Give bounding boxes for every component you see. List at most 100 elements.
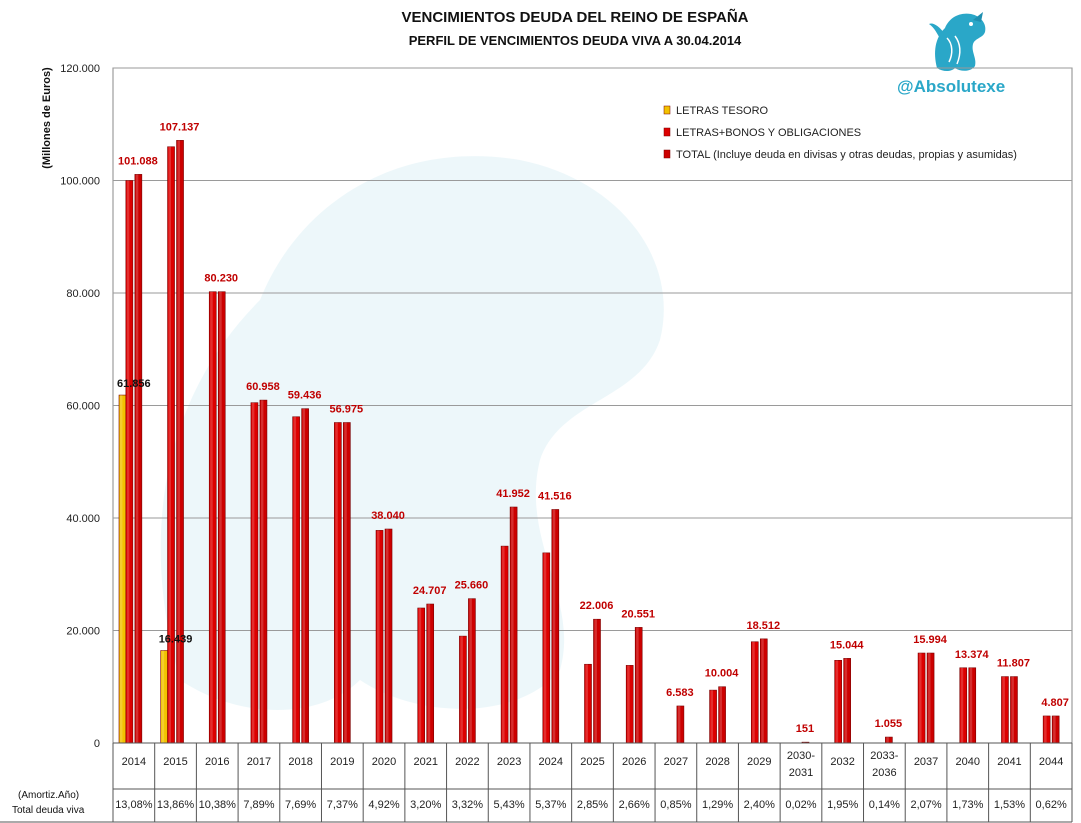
legend-swatch bbox=[663, 149, 671, 159]
x-category-label: 2016 bbox=[205, 756, 229, 768]
bar-letras-bonos-highlight bbox=[835, 660, 839, 743]
bar-total-highlight bbox=[219, 291, 222, 743]
x-category-label: 2036 bbox=[872, 767, 896, 779]
legend-swatch bbox=[663, 105, 671, 115]
percentage-cell: 2,07% bbox=[910, 799, 941, 811]
x-category-label: 2040 bbox=[956, 756, 980, 768]
bar-letras-bonos-highlight bbox=[710, 690, 714, 743]
percentage-cell: 5,43% bbox=[494, 799, 525, 811]
bar-letras-bonos-highlight bbox=[335, 422, 338, 743]
row-label-amortiz: (Amortiz.Año) bbox=[18, 790, 79, 801]
data-label-total: 41.952 bbox=[496, 488, 530, 500]
bar-total-highlight bbox=[844, 658, 848, 743]
percentage-cell: 0,14% bbox=[869, 799, 900, 811]
chart-subtitle: PERFIL DE VENCIMIENTOS DEUDA VIVA A 30.0… bbox=[408, 33, 742, 48]
x-category-label: 2020 bbox=[372, 756, 396, 768]
griffin-logo bbox=[929, 12, 986, 71]
percentage-cell: 1,53% bbox=[994, 799, 1025, 811]
x-category-label: 2025 bbox=[580, 756, 604, 768]
bar-letras-bonos-highlight bbox=[752, 641, 755, 743]
bar-total-highlight bbox=[636, 627, 639, 743]
data-label-total: 22.006 bbox=[580, 600, 614, 612]
percentage-cell: 5,37% bbox=[535, 799, 566, 811]
legend-entry: LETRAS TESORO bbox=[676, 105, 769, 117]
bar-total-highlight bbox=[427, 604, 431, 743]
bar-letras-bonos-highlight bbox=[1002, 676, 1005, 743]
x-category-label: 2029 bbox=[747, 756, 771, 768]
x-category-label: 2032 bbox=[830, 756, 854, 768]
data-label-total: 24.707 bbox=[413, 585, 447, 597]
percentage-cell: 13,08% bbox=[115, 799, 153, 811]
data-label-total: 107.137 bbox=[160, 121, 200, 133]
chart-title: VENCIMIENTOS DEUDA DEL REINO DE ESPAÑA bbox=[401, 9, 749, 26]
bar-total-highlight bbox=[928, 653, 931, 743]
x-category-label: 2026 bbox=[622, 756, 646, 768]
bar-letras-bonos-highlight bbox=[377, 530, 380, 743]
percentage-cell: 1,73% bbox=[952, 799, 983, 811]
x-category-label: 2024 bbox=[539, 756, 563, 768]
bar-total-highlight bbox=[886, 737, 889, 743]
data-label-total: 38.040 bbox=[371, 510, 405, 522]
data-label-total: 18.512 bbox=[746, 620, 780, 632]
percentage-cell: 0,85% bbox=[660, 799, 691, 811]
percentage-cell: 2,40% bbox=[744, 799, 775, 811]
watermark-griffin bbox=[160, 156, 664, 710]
x-category-label: 2041 bbox=[997, 756, 1021, 768]
x-category-label: 2037 bbox=[914, 756, 938, 768]
data-label-total: 41.516 bbox=[538, 490, 572, 502]
bar-letras-tesoro-highlight bbox=[120, 395, 123, 743]
x-category-label: 2019 bbox=[330, 756, 354, 768]
data-label-total: 15.994 bbox=[913, 634, 948, 646]
y-tick-label: 120.000 bbox=[60, 63, 100, 75]
bar-total-highlight bbox=[1053, 715, 1056, 743]
bar-total-highlight bbox=[552, 509, 556, 743]
y-tick-label: 60.000 bbox=[66, 401, 100, 413]
bar-letras-bonos-highlight bbox=[460, 636, 463, 743]
x-category-label: 2022 bbox=[455, 756, 479, 768]
y-tick-label: 0 bbox=[94, 738, 100, 750]
data-label-total: 59.436 bbox=[288, 390, 322, 402]
x-category-label: 2031 bbox=[789, 767, 813, 779]
percentage-cell: 4,92% bbox=[368, 799, 399, 811]
data-label-total: 10.004 bbox=[705, 668, 740, 680]
data-label-total: 6.583 bbox=[666, 687, 694, 699]
data-label-letras: 16.439 bbox=[159, 634, 193, 646]
bar-total-highlight bbox=[177, 140, 180, 743]
bar-letras-bonos-highlight bbox=[251, 402, 255, 743]
data-label-total: 25.660 bbox=[455, 580, 489, 592]
data-label-total: 20.551 bbox=[621, 608, 655, 620]
data-label-total: 15.044 bbox=[830, 639, 865, 651]
x-category-label: 2028 bbox=[705, 756, 729, 768]
y-tick-label: 80.000 bbox=[66, 288, 100, 300]
percentage-cell: 3,32% bbox=[452, 799, 483, 811]
bar-letras-bonos-highlight bbox=[960, 667, 964, 743]
data-label-total: 101.088 bbox=[118, 155, 158, 167]
twitter-handle: @Absolutexe bbox=[897, 77, 1006, 96]
bar-total-highlight bbox=[719, 686, 723, 743]
bar-total-highlight bbox=[469, 598, 472, 743]
bar-total-highlight bbox=[511, 507, 514, 743]
data-label-total: 80.230 bbox=[204, 273, 238, 285]
data-label-total: 60.958 bbox=[246, 381, 280, 393]
bar-letras-tesoro-highlight bbox=[161, 650, 165, 743]
bar-letras-bonos-highlight bbox=[210, 291, 213, 743]
bar-total-highlight bbox=[260, 400, 264, 743]
percentage-cell: 1,95% bbox=[827, 799, 858, 811]
percentage-cell: 10,38% bbox=[199, 799, 237, 811]
bar-total-highlight bbox=[969, 667, 973, 743]
x-category-label: 2027 bbox=[664, 756, 688, 768]
legend-entry: TOTAL (Incluye deuda en divisas y otras … bbox=[676, 149, 1017, 161]
legend-swatch bbox=[663, 127, 671, 137]
data-label-total: 11.807 bbox=[997, 658, 1030, 670]
y-tick-label: 100.000 bbox=[60, 176, 100, 188]
data-label-total: 4.807 bbox=[1041, 697, 1069, 709]
bar-letras-bonos-highlight bbox=[585, 664, 588, 743]
x-category-label: 2030- bbox=[787, 750, 815, 762]
x-category-label: 2021 bbox=[413, 756, 437, 768]
data-label-total: 13.374 bbox=[955, 649, 990, 661]
bar-total-highlight bbox=[1011, 676, 1014, 743]
percentage-cell: 2,66% bbox=[619, 799, 650, 811]
bar-letras-bonos-highlight bbox=[502, 546, 505, 743]
bar-letras-bonos-highlight bbox=[627, 665, 630, 743]
